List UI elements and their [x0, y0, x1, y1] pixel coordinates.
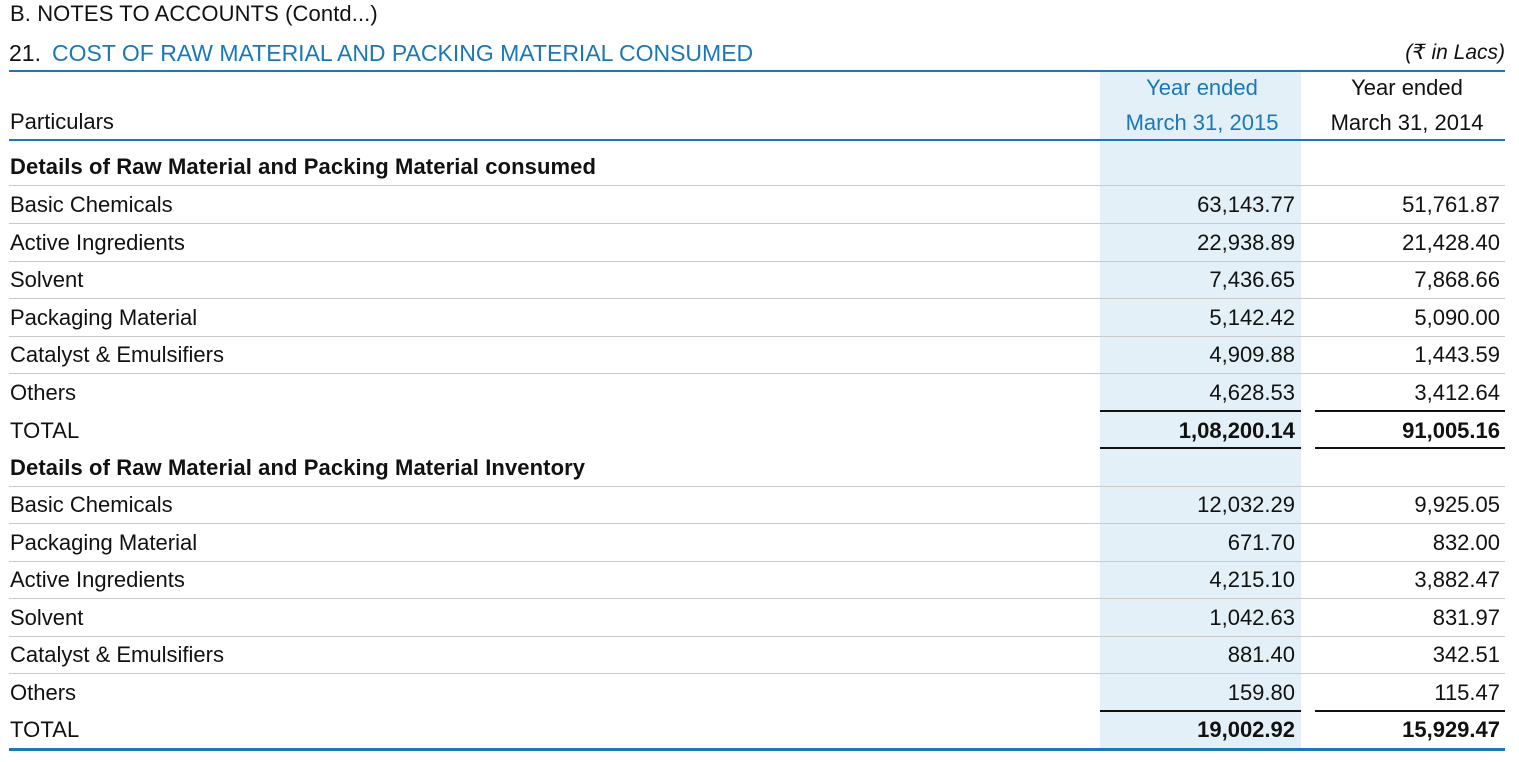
previous-year-column-header: Year ended March 31, 2014 — [1305, 70, 1509, 140]
row-label: Others — [10, 380, 77, 405]
row-label: Basic Chemicals — [10, 192, 173, 217]
previous-year-value: 7,868.66 — [1414, 267, 1500, 292]
unit-note: (₹ in Lacs) — [1405, 41, 1505, 64]
note-title: COST OF RAW MATERIAL AND PACKING MATERIA… — [52, 40, 754, 66]
row-label: Catalyst & Emulsifiers — [10, 342, 224, 367]
previous-year-value: 21,428.40 — [1402, 230, 1500, 255]
row-label: Basic Chemicals — [10, 492, 173, 517]
current-year-value: 7,436.65 — [1209, 267, 1295, 292]
table-row: Active Ingredients 22,938.89 21,428.40 — [9, 224, 1505, 262]
total-bottom-rule-previous — [1315, 447, 1505, 449]
table-row: Others 159.80 115.47 — [9, 674, 1505, 711]
previous-year-value: 5,090.00 — [1414, 305, 1500, 330]
table-row: Catalyst & Emulsifiers 4,909.88 1,443.59 — [9, 336, 1505, 374]
current-year-value: 4,215.10 — [1209, 567, 1295, 592]
previous-year-value: 115.47 — [1434, 680, 1500, 705]
current-year-value: 63,143.77 — [1197, 192, 1295, 217]
previous-year-value: 9,925.05 — [1414, 492, 1500, 517]
current-year-value: 5,142.42 — [1209, 305, 1295, 330]
inventory-total-row: TOTAL 19,002.92 15,929.47 — [9, 711, 1505, 748]
previous-year-value: 3,412.64 — [1414, 380, 1500, 405]
consumed-section-heading-row: Details of Raw Material and Packing Mate… — [9, 148, 1505, 186]
current-year-value: 12,032.29 — [1197, 492, 1295, 517]
current-year-value: 159.80 — [1227, 680, 1295, 705]
current-year-value: 671.70 — [1227, 530, 1295, 555]
consumed-section-heading: Details of Raw Material and Packing Mate… — [10, 154, 597, 179]
current-year-total: 19,002.92 — [1197, 717, 1295, 742]
current-year-value: 881.40 — [1227, 642, 1295, 667]
current-year-column-header: Year ended March 31, 2015 — [1103, 70, 1301, 140]
previous-year-header-line2: March 31, 2014 — [1330, 110, 1484, 135]
particulars-column-header: Particulars — [10, 109, 114, 134]
previous-year-header-line1: Year ended — [1351, 75, 1463, 100]
previous-year-value: 831.97 — [1432, 605, 1500, 630]
current-year-value: 1,042.63 — [1209, 605, 1295, 630]
total-top-rule-current — [1100, 710, 1301, 712]
row-label: Solvent — [10, 267, 84, 292]
previous-year-value: 51,761.87 — [1402, 192, 1500, 217]
previous-year-value: 342.51 — [1432, 642, 1500, 667]
total-label: TOTAL — [10, 717, 80, 742]
row-label: Catalyst & Emulsifiers — [10, 642, 224, 667]
table-row: Packaging Material 671.70 832.00 — [9, 524, 1505, 562]
row-label: Others — [10, 680, 77, 705]
page-section-header: B. NOTES TO ACCOUNTS (Contd...) — [10, 1, 378, 26]
row-label: Packaging Material — [10, 530, 198, 555]
total-top-rule-previous — [1315, 710, 1505, 712]
current-year-total: 1,08,200.14 — [1178, 418, 1295, 443]
current-year-header-line2: March 31, 2015 — [1125, 110, 1279, 135]
current-year-value: 4,909.88 — [1209, 342, 1295, 367]
row-label: Solvent — [10, 605, 84, 630]
inventory-section-heading-row: Details of Raw Material and Packing Mate… — [9, 449, 1505, 487]
table-row: Others 4,628.53 3,412.64 — [9, 374, 1505, 411]
previous-year-value: 3,882.47 — [1414, 567, 1500, 592]
table-row: Basic Chemicals 63,143.77 51,761.87 — [9, 186, 1505, 224]
inventory-section-heading: Details of Raw Material and Packing Mate… — [10, 455, 586, 480]
current-year-header-line1: Year ended — [1146, 75, 1258, 100]
table-row: Solvent 7,436.65 7,868.66 — [9, 261, 1505, 299]
note-title-row: 21. COST OF RAW MATERIAL AND PACKING MAT… — [9, 36, 1505, 72]
note-number: 21. — [9, 40, 41, 66]
table-row: Solvent 1,042.63 831.97 — [9, 599, 1505, 637]
current-year-value: 4,628.53 — [1209, 380, 1295, 405]
total-top-rule-current — [1100, 410, 1301, 412]
total-bottom-rule-current — [1100, 447, 1301, 449]
table-row: Active Ingredients 4,215.10 3,882.47 — [9, 561, 1505, 599]
table-row: Packaging Material 5,142.42 5,090.00 — [9, 299, 1505, 337]
total-label: TOTAL — [10, 418, 80, 443]
previous-year-total: 91,005.16 — [1402, 418, 1500, 443]
row-label: Active Ingredients — [10, 567, 185, 592]
header-rule — [9, 139, 1505, 141]
table-row: Basic Chemicals 12,032.29 9,925.05 — [9, 486, 1505, 524]
row-label: Active Ingredients — [10, 230, 185, 255]
table-row: Catalyst & Emulsifiers 881.40 342.51 — [9, 636, 1505, 674]
row-label: Packaging Material — [10, 305, 198, 330]
previous-year-value: 832.00 — [1432, 530, 1500, 555]
current-year-value: 22,938.89 — [1197, 230, 1295, 255]
previous-year-total: 15,929.47 — [1402, 717, 1500, 742]
total-top-rule-previous — [1315, 410, 1505, 412]
bottom-rule — [9, 748, 1505, 751]
previous-year-value: 1,443.59 — [1414, 342, 1500, 367]
consumed-total-row: TOTAL 1,08,200.14 91,005.16 — [9, 412, 1505, 449]
